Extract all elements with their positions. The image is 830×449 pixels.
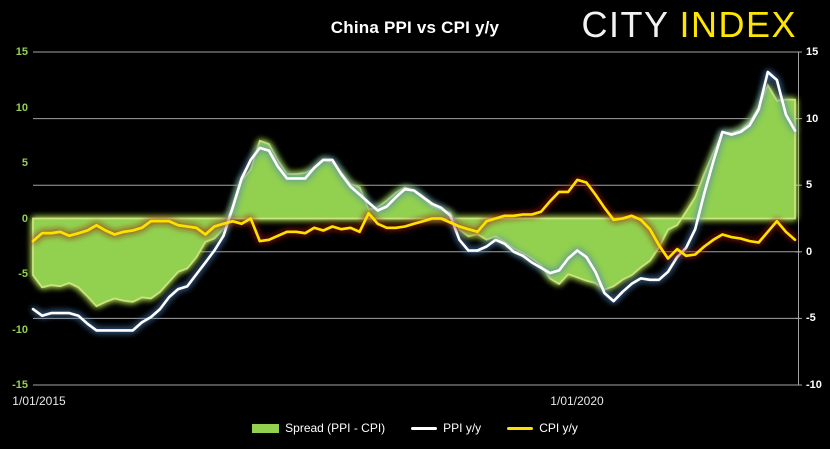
left-axis-tick-label: 15 xyxy=(15,46,28,58)
legend: Spread (PPI - CPI) PPI y/y CPI y/y xyxy=(0,421,830,435)
legend-label-ppi: PPI y/y xyxy=(443,421,482,435)
legend-item-ppi: PPI y/y xyxy=(411,421,481,435)
right-axis-line xyxy=(795,51,802,386)
left-axis-tick-label: -5 xyxy=(18,268,28,280)
legend-item-cpi: CPI y/y xyxy=(507,421,578,435)
right-axis-tick-label: 15 xyxy=(806,46,819,58)
legend-item-spread: Spread (PPI - CPI) xyxy=(252,421,385,435)
logo-city-text: CITY xyxy=(581,4,670,45)
left-axis-tick-label: -15 xyxy=(12,379,28,391)
ppi-line-swatch-icon xyxy=(411,426,438,430)
right-axis-tick-label: -5 xyxy=(806,312,816,324)
city-index-logo: CITY INDEX xyxy=(581,4,797,46)
left-axis-tick-label: 5 xyxy=(21,157,28,169)
left-axis-tick-label: 0 xyxy=(21,213,28,225)
right-axis-tick-label: -10 xyxy=(806,379,822,391)
spread-area-series xyxy=(32,83,796,308)
cpi-line-swatch-icon xyxy=(507,426,534,430)
left-axis-tick-label: 10 xyxy=(15,102,28,114)
right-axis-tick-label: 10 xyxy=(806,113,819,125)
cpi-line-series xyxy=(31,178,797,260)
legend-label-spread: Spread (PPI - CPI) xyxy=(285,421,386,435)
legend-label-cpi: CPI y/y xyxy=(539,421,578,435)
x-axis-label-2015: 1/01/2015 xyxy=(12,394,66,408)
logo-index-text: INDEX xyxy=(679,4,797,45)
right-axis-tick-label: 5 xyxy=(806,179,813,191)
left-axis-tick-label: -10 xyxy=(12,324,28,336)
chart-title: China PPI vs CPI y/y xyxy=(330,18,500,37)
ppi-line-series xyxy=(31,70,797,332)
x-axis-label-2020: 1/01/2020 xyxy=(550,394,604,408)
spread-swatch-icon xyxy=(252,423,280,433)
right-axis-tick-label: 0 xyxy=(806,246,813,258)
